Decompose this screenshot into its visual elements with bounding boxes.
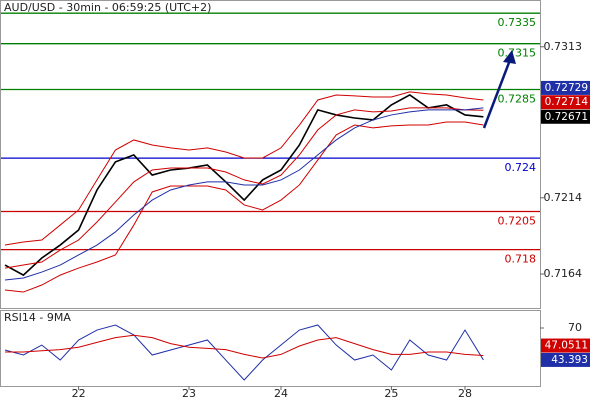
value-tag [541,352,590,367]
value-tag [541,109,590,124]
y-tick-label: 0.7214 [544,191,583,204]
value-tag [541,80,590,95]
x-tick-label: 28 [458,387,472,400]
series-line [4,121,484,293]
series-line [5,334,484,359]
value-tag [541,95,590,110]
value-tag-label: 0.72671 [545,111,588,123]
level-label: 0.7335 [498,16,537,29]
plot-layer: 0.7164 0.7214 0.7313 0.7335 0.7315 0.7285 0.72… [1,12,590,400]
level-label: 0.7285 [498,92,537,105]
x-tick-label: 23 [182,387,196,400]
value-tag-label: 47.0511 [545,340,588,352]
level-label: 0.7205 [498,214,537,227]
series-line [4,94,484,277]
x-tick-label: 22 [72,387,86,400]
y-tick-label: 0.7164 [544,267,583,280]
forecast-arrow [482,50,516,129]
series-line [4,107,484,269]
rsi-panel [0,310,541,387]
y-tick-label: 70 [568,321,582,334]
level-label: 0.724 [505,161,537,174]
level-label: 0.718 [505,253,537,266]
series-line [4,107,484,281]
series-line [4,324,484,381]
price-panel [0,0,541,309]
chart-title: AUD/USD - 30min - 06:59:25 (UTC+2) [4,1,211,14]
x-tick-label: 25 [384,387,398,400]
rsi-title: RSI14 - 9MA [4,311,71,324]
value-tag-label: 43.393 [551,354,588,366]
y-tick-label: 0.7313 [544,40,583,53]
level-label: 0.7315 [498,47,537,60]
series-line [4,91,484,246]
x-tick-label: 24 [274,387,288,400]
value-tag [541,338,590,353]
value-tag-label: 0.72729 [545,82,588,94]
value-tag-label: 0.72714 [545,96,589,108]
